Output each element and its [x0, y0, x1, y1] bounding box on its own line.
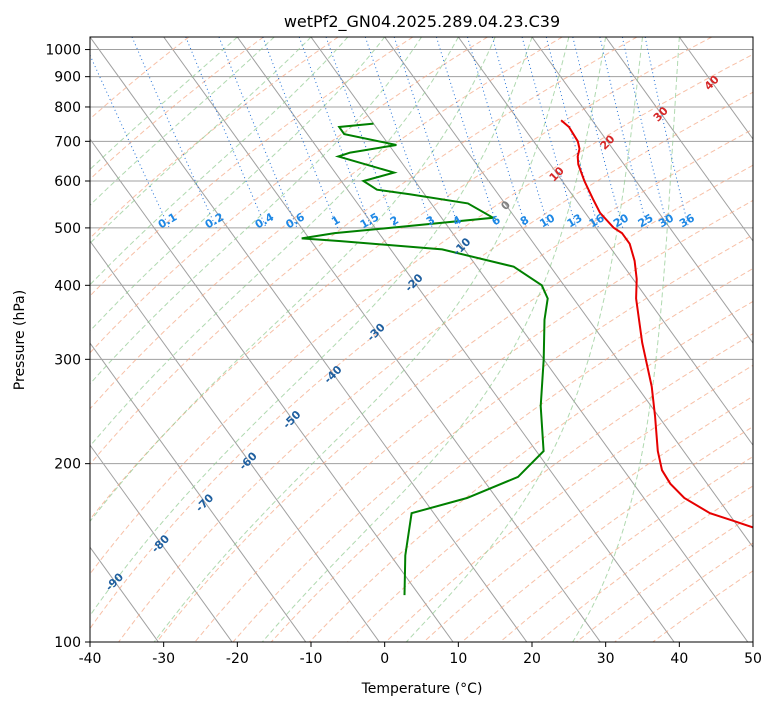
- y-tick-label: 600: [54, 174, 81, 190]
- moist-adiabat-line: [90, 37, 349, 286]
- mixing-ratio-line: [364, 37, 433, 229]
- mixing-ratio-line: [393, 37, 460, 229]
- y-tick-label: 800: [54, 100, 81, 116]
- mixing-ratio-line: [572, 37, 624, 229]
- y-axis: 100 200 300 400 500 600 700 800 900 1000: [45, 43, 90, 651]
- dry-adiabat-line: [90, 37, 190, 120]
- isotherm-line: [236, 37, 675, 642]
- moist-adiabat-line: [90, 37, 312, 245]
- moist-adiabat-line: [153, 37, 570, 642]
- dry-adiabat-line: [385, 364, 753, 642]
- isotherm-line: [90, 138, 454, 642]
- mixing-ratio-line: [185, 37, 267, 229]
- x-axis-label: Temperature (°C): [361, 681, 483, 697]
- y-axis-label: Pressure (hPa): [12, 290, 28, 390]
- dry-adiabat-line: [90, 37, 339, 239]
- moist-adiabat-line: [572, 37, 680, 642]
- mixing-ratio-line: [621, 37, 669, 229]
- mixing-ratio-line: [644, 37, 690, 229]
- chart-title: wetPf2_GN04.2025.289.04.23.C39: [284, 12, 560, 32]
- plot-frame: [89, 36, 754, 643]
- isotherm-line: [163, 37, 601, 642]
- x-tick-label: 20: [523, 651, 541, 667]
- plot-area: [90, 37, 753, 642]
- x-tick-label: 50: [744, 651, 762, 667]
- x-tick-label: 0: [380, 651, 389, 667]
- dry-adiabat-line: [232, 234, 753, 642]
- mixing-ratio-line: [599, 37, 648, 229]
- isotherm-line: [457, 37, 753, 447]
- y-tick-label: 700: [54, 134, 81, 150]
- y-tick-label: 300: [54, 352, 81, 368]
- moist-adiabat-line: [90, 37, 533, 617]
- dewpoint-trace: [301, 122, 549, 596]
- y-tick-label: 400: [54, 278, 81, 294]
- isotherm-line: [531, 37, 753, 344]
- isotherm-line: [678, 37, 753, 140]
- dry-adiabat-line: [90, 91, 753, 630]
- x-tick-label: 40: [670, 651, 688, 667]
- temperature-trace: [560, 119, 753, 529]
- isotherm-line: [384, 37, 753, 549]
- y-tick-label: 200: [54, 457, 81, 473]
- dry-adiabat-line: [347, 333, 753, 642]
- x-tick-label: -10: [300, 651, 323, 667]
- dry-adiabat-line: [90, 53, 753, 575]
- mixing-ratio-line: [467, 37, 527, 229]
- dry-adiabat-line: [118, 128, 753, 642]
- mixing-ratio-line: [491, 37, 550, 229]
- moist-adiabat-line: [90, 37, 459, 447]
- isotherm-line: [90, 240, 380, 642]
- moist-adiabat-line: [90, 37, 422, 385]
- isotherm-line: [605, 37, 753, 242]
- background-lines: [90, 37, 753, 642]
- moist-adiabat-line: [261, 37, 607, 642]
- mixing-ratio-line: [521, 37, 577, 229]
- dry-adiabat-line: [194, 199, 753, 642]
- y-tick-label: 1000: [45, 43, 81, 59]
- data-lines: [301, 119, 753, 596]
- mixing-ratio-line: [435, 37, 499, 229]
- isotherm-line: [90, 37, 528, 642]
- x-tick-label: -40: [79, 651, 102, 667]
- mixing-ratio-line: [218, 37, 298, 229]
- isotherm-line: [90, 342, 307, 642]
- isotherm-line: [90, 444, 233, 642]
- mixing-ratio-line: [325, 37, 397, 229]
- dry-adiabat-line: [90, 37, 414, 297]
- x-tick-label: -30: [152, 651, 175, 667]
- x-tick-label: -20: [226, 651, 249, 667]
- moist-adiabat-line: [90, 37, 386, 332]
- x-tick-label: 10: [449, 651, 467, 667]
- y-tick-label: 100: [54, 635, 81, 651]
- y-tick-label: 900: [54, 70, 81, 86]
- dry-adiabat-line: [90, 37, 563, 410]
- moist-adiabat-line: [405, 37, 643, 642]
- x-tick-label: 30: [597, 651, 615, 667]
- y-tick-label: 500: [54, 221, 81, 237]
- x-axis: -40 -30 -20 -10 0 10 20 30 40 50: [79, 642, 762, 667]
- dry-adiabat-line: [90, 37, 712, 521]
